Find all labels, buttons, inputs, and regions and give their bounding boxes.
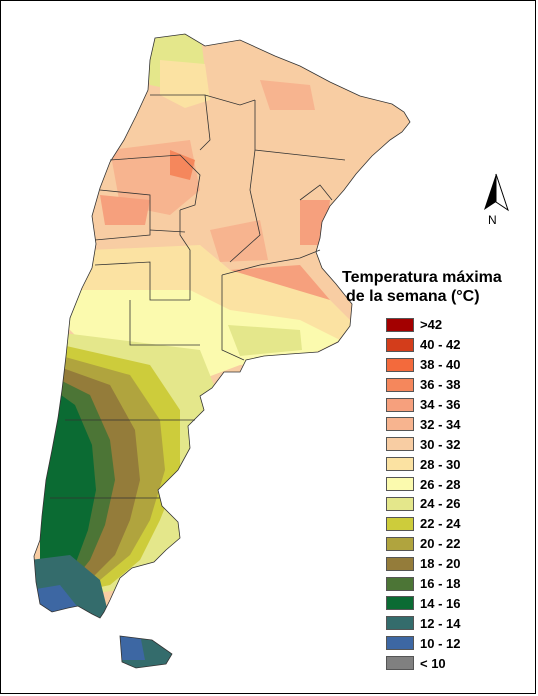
legend-label: >42 bbox=[420, 317, 443, 333]
legend-swatch bbox=[386, 596, 414, 611]
legend-label: 32 - 34 bbox=[420, 416, 461, 432]
legend-swatch bbox=[386, 377, 414, 392]
legend-label: < 10 bbox=[420, 655, 446, 671]
legend-item: 40 - 42 bbox=[386, 335, 522, 355]
legend-swatch bbox=[386, 477, 414, 492]
legend-label: 28 - 30 bbox=[420, 456, 461, 472]
legend-label: 14 - 16 bbox=[420, 595, 461, 611]
legend-swatch bbox=[386, 317, 414, 332]
legend-item: 26 - 28 bbox=[386, 474, 522, 494]
legend-swatch bbox=[386, 536, 414, 551]
legend-label: 16 - 18 bbox=[420, 576, 461, 592]
legend-item: 20 - 22 bbox=[386, 534, 522, 554]
legend-swatch bbox=[386, 656, 414, 671]
legend-title-line2: de la semana (°C) bbox=[346, 288, 480, 305]
legend-item: 12 - 14 bbox=[386, 613, 522, 633]
legend-swatch bbox=[386, 516, 414, 531]
legend-title: Temperatura máxima de la semana (°C) bbox=[342, 268, 522, 306]
legend-swatch bbox=[386, 357, 414, 372]
legend-label: 30 - 32 bbox=[420, 436, 461, 452]
legend-label: 26 - 28 bbox=[420, 476, 461, 492]
legend-item: 22 - 24 bbox=[386, 514, 522, 534]
legend-swatch bbox=[386, 337, 414, 352]
legend-item: 18 - 20 bbox=[386, 554, 522, 574]
legend-label: 24 - 26 bbox=[420, 496, 461, 512]
legend-label: 40 - 42 bbox=[420, 337, 461, 353]
legend-label: 36 - 38 bbox=[420, 377, 461, 393]
legend-item: 30 - 32 bbox=[386, 434, 522, 454]
legend-item: 34 - 36 bbox=[386, 395, 522, 415]
legend-swatch bbox=[386, 417, 414, 432]
legend-item: 28 - 30 bbox=[386, 454, 522, 474]
north-label: N bbox=[488, 213, 497, 227]
legend-swatch bbox=[386, 397, 414, 412]
province-borders bbox=[33, 33, 411, 669]
legend-item: < 10 bbox=[386, 653, 522, 673]
legend-item: 24 - 26 bbox=[386, 494, 522, 514]
legend-label: 18 - 20 bbox=[420, 556, 461, 572]
legend-label: 10 - 12 bbox=[420, 635, 461, 651]
legend-item: >42 bbox=[386, 315, 522, 335]
legend-title-line1: Temperatura máxima bbox=[342, 269, 502, 286]
legend-item: 32 - 34 bbox=[386, 414, 522, 434]
legend-swatch bbox=[386, 437, 414, 452]
legend-label: 20 - 22 bbox=[420, 536, 461, 552]
legend-item: 16 - 18 bbox=[386, 574, 522, 594]
legend-item: 38 - 40 bbox=[386, 355, 522, 375]
legend-swatch bbox=[386, 616, 414, 631]
legend-swatch bbox=[386, 636, 414, 651]
legend-swatch bbox=[386, 496, 414, 511]
north-arrow-icon bbox=[484, 173, 509, 212]
legend-swatch bbox=[386, 556, 414, 571]
legend-item: 10 - 12 bbox=[386, 633, 522, 653]
legend-label: 12 - 14 bbox=[420, 615, 461, 631]
legend-item: 36 - 38 bbox=[386, 375, 522, 395]
legend-label: 38 - 40 bbox=[420, 357, 461, 373]
legend: Temperatura máxima de la semana (°C) >42… bbox=[342, 268, 522, 673]
legend-item: 14 - 16 bbox=[386, 593, 522, 613]
legend-swatch bbox=[386, 576, 414, 591]
legend-label: 34 - 36 bbox=[420, 397, 461, 412]
legend-items: >42 40 - 42 38 - 40 36 - 38 34 - 36 32 - 34 30… bbox=[386, 315, 522, 673]
legend-swatch bbox=[386, 457, 414, 472]
legend-label: 22 - 24 bbox=[420, 516, 461, 532]
